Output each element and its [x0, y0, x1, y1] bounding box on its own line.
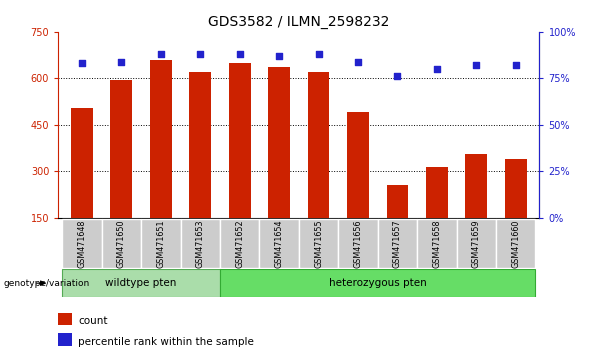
Text: percentile rank within the sample: percentile rank within the sample: [78, 337, 254, 347]
Text: wildtype pten: wildtype pten: [105, 278, 177, 288]
Bar: [426, 167, 447, 218]
Point: [116, 59, 126, 64]
Point: [392, 74, 402, 79]
Text: count: count: [78, 316, 108, 326]
Point: [314, 51, 324, 57]
Bar: [110, 80, 132, 218]
Text: GSM471656: GSM471656: [354, 219, 362, 268]
Bar: [62, 269, 220, 297]
Point: [511, 62, 520, 68]
Bar: [417, 219, 457, 268]
Point: [77, 61, 87, 66]
Bar: [180, 219, 220, 268]
Bar: [338, 219, 378, 268]
Point: [353, 59, 363, 64]
Point: [156, 51, 166, 57]
Title: GDS3582 / ILMN_2598232: GDS3582 / ILMN_2598232: [208, 16, 389, 29]
Point: [274, 53, 284, 59]
Bar: [62, 219, 102, 268]
Bar: [299, 219, 338, 268]
Bar: [378, 219, 417, 268]
Bar: [220, 269, 536, 297]
Bar: [102, 219, 141, 268]
Bar: [505, 159, 527, 218]
Point: [432, 66, 442, 72]
Text: GSM471653: GSM471653: [196, 219, 205, 268]
Bar: [457, 219, 496, 268]
Bar: [150, 60, 172, 218]
Text: GSM471657: GSM471657: [393, 219, 402, 268]
Bar: [58, 313, 72, 325]
Text: GSM471654: GSM471654: [275, 219, 284, 268]
Text: GSM471648: GSM471648: [77, 219, 86, 268]
Text: GSM471655: GSM471655: [314, 219, 323, 268]
Point: [235, 51, 245, 57]
Bar: [387, 185, 408, 218]
Text: GSM471660: GSM471660: [511, 219, 520, 268]
Bar: [58, 333, 72, 346]
Bar: [141, 219, 180, 268]
Bar: [347, 113, 369, 218]
Text: GSM471650: GSM471650: [117, 219, 126, 268]
Bar: [268, 68, 290, 218]
Point: [471, 62, 481, 68]
Bar: [308, 72, 329, 218]
Text: GSM471651: GSM471651: [156, 219, 166, 268]
Text: heterozygous pten: heterozygous pten: [329, 278, 427, 288]
Bar: [220, 219, 259, 268]
Text: genotype/variation: genotype/variation: [3, 279, 89, 288]
Bar: [229, 63, 251, 218]
Text: GSM471658: GSM471658: [432, 219, 441, 268]
Bar: [496, 219, 536, 268]
Text: GSM471652: GSM471652: [235, 219, 244, 268]
Bar: [259, 219, 299, 268]
Bar: [189, 72, 211, 218]
Point: [196, 51, 205, 57]
Bar: [465, 154, 487, 218]
Text: GSM471659: GSM471659: [472, 219, 481, 268]
Bar: [71, 108, 93, 218]
